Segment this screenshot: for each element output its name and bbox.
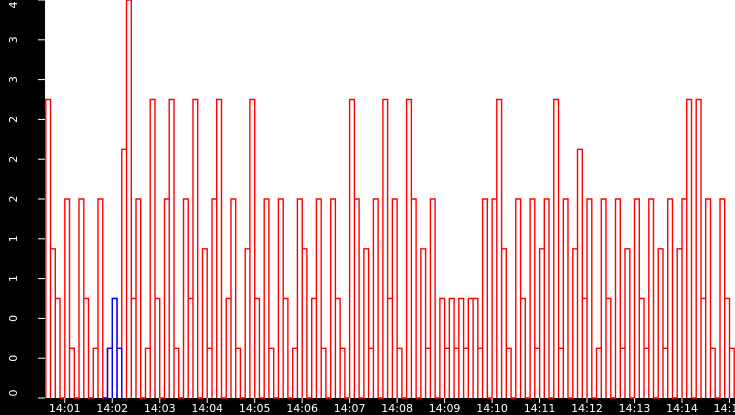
y-tick-label: 2 [7,196,20,203]
x-tick-label: 14:14 [666,402,698,415]
series-line-1 [102,297,123,399]
y-tick-label: 0 [7,390,20,397]
x-tick-label: 14:12 [571,402,603,415]
plot-area [45,0,735,398]
x-tick-label: 14:03 [144,402,176,415]
y-tick-label: 0 [7,355,20,362]
y-tick-label: 3 [7,76,20,83]
x-tick-label: 14:09 [429,402,461,415]
x-tick-label: 14:06 [286,402,318,415]
y-axis: 0 0 0 1 1 2 2 2 3 3 4 [7,0,45,399]
x-tick-label: 14:04 [191,402,223,415]
x-tick-label: 14:10 [476,402,508,415]
x-tick-label: 14:05 [239,402,271,415]
y-tick-label: 1 [7,275,20,282]
x-tick-label: 14:13 [619,402,651,415]
y-tick-label: 0 [7,315,20,322]
x-tick-label: 14:01 [49,402,81,415]
x-tick-label: 14:08 [381,402,413,415]
series-layer [45,0,735,399]
x-tick-label: 14:07 [334,402,366,415]
y-tick-label: 1 [7,235,20,242]
x-axis: 14:01 14:02 14:03 14:04 14:05 14:06 14:07 14:08… [49,398,735,415]
x-tick-label: 14:02 [96,402,128,415]
x-tick-label: 14:11 [524,402,556,415]
y-tick-label: 3 [7,36,20,43]
y-tick-label: 2 [7,156,20,163]
series-line-0 [45,0,735,399]
y-tick-label: 4 [7,2,20,9]
y-tick-label: 2 [7,116,20,123]
x-tick-label: 14:15 [714,402,735,415]
